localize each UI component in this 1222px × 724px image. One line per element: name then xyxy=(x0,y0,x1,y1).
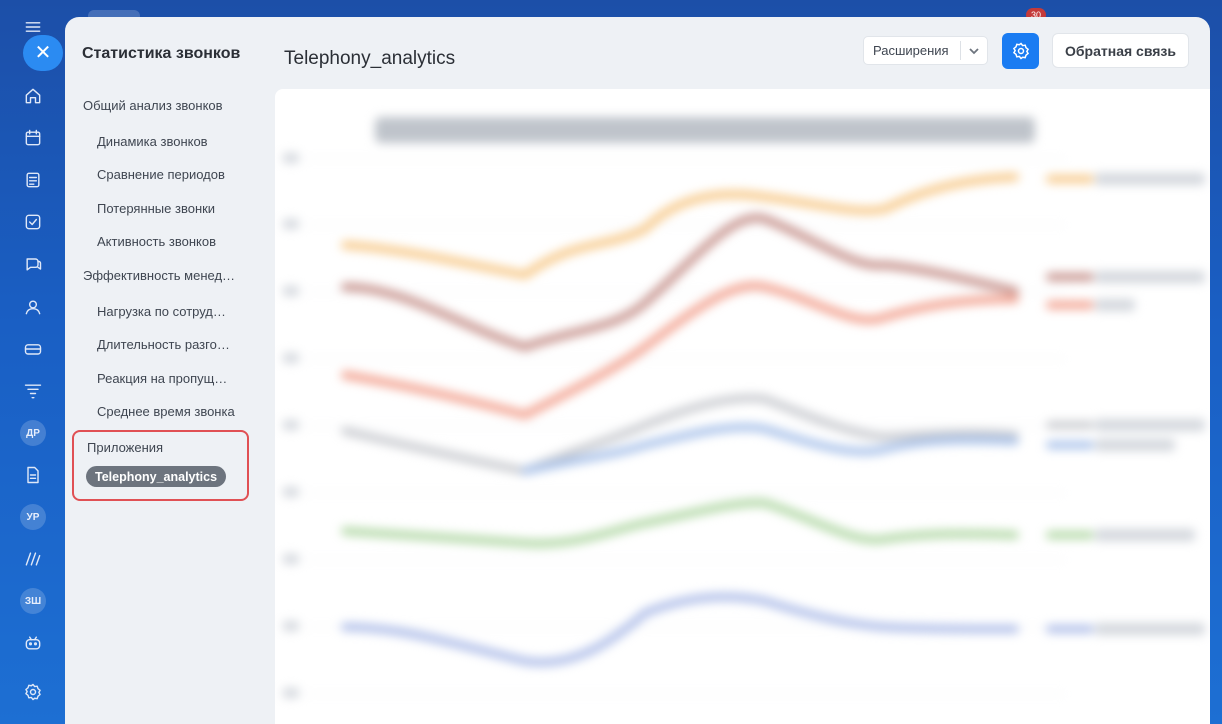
app-rail: ✕ ДР УР ЗШ xyxy=(0,0,66,724)
tasks-icon[interactable] xyxy=(20,209,46,235)
avatar-badge-ur[interactable]: УР xyxy=(20,504,46,530)
nav-item-call-duration[interactable]: Длительность разговоров xyxy=(97,337,233,352)
nav-item-call-activity[interactable]: Активность звонков xyxy=(97,234,216,249)
dropdown-divider xyxy=(960,41,961,60)
blurred-chart-area xyxy=(275,89,1210,724)
calendar-icon[interactable] xyxy=(20,125,46,151)
sidebar-title: Статистика звонков xyxy=(82,45,241,62)
nav-item-average-call-time[interactable]: Среднее время звонка xyxy=(97,404,235,419)
content-area: Telephony_analytics Расширения Обратная … xyxy=(275,17,1210,724)
feedback-button[interactable]: Обратная связь xyxy=(1052,33,1189,68)
settings-icon[interactable] xyxy=(20,679,46,705)
apps-group-label: Приложения xyxy=(87,440,164,455)
extensions-label: Расширения xyxy=(873,43,949,58)
apps-highlight-box: Приложения Telephony_analytics xyxy=(72,430,249,501)
gear-icon xyxy=(1012,42,1029,60)
nav-item-period-comparison[interactable]: Сравнение периодов xyxy=(97,167,225,182)
menu-icon[interactable] xyxy=(20,14,46,40)
chevron-down-icon[interactable] xyxy=(961,45,987,57)
close-panel-button[interactable]: ✕ xyxy=(23,35,63,71)
chat-icon[interactable] xyxy=(20,251,46,277)
nav-item-employee-load[interactable]: Нагрузка по сотрудникам xyxy=(97,304,233,319)
nav-item-missed-response[interactable]: Реакция на пропущенные xyxy=(97,371,233,386)
page-title: Telephony_analytics xyxy=(284,48,456,69)
document-icon[interactable] xyxy=(20,462,46,488)
nav-item-call-dynamics[interactable]: Динамика звонков xyxy=(97,134,208,149)
news-icon[interactable] xyxy=(20,167,46,193)
blurred-chart-image xyxy=(283,117,1205,698)
nav-group-manager-efficiency[interactable]: Эффективность менеджеров xyxy=(83,268,243,283)
avatar-badge-dr[interactable]: ДР xyxy=(20,420,46,446)
nav-item-lost-calls[interactable]: Потерянные звонки xyxy=(97,201,216,216)
statistics-panel: Статистика звонков Общий анализ звонков … xyxy=(65,17,1210,724)
sidebar: Статистика звонков Общий анализ звонков … xyxy=(65,17,275,724)
extensions-dropdown[interactable]: Расширения xyxy=(863,36,988,65)
app-telephony-analytics[interactable]: Telephony_analytics xyxy=(86,466,227,487)
settings-button[interactable] xyxy=(1002,33,1039,69)
filter-icon[interactable] xyxy=(20,378,46,404)
avatar-badge-zsh[interactable]: ЗШ xyxy=(20,588,46,614)
nav-group-call-analysis[interactable]: Общий анализ звонков xyxy=(83,98,223,113)
robot-icon[interactable] xyxy=(20,630,46,656)
crm-icon[interactable] xyxy=(20,336,46,362)
contacts-icon[interactable] xyxy=(20,294,46,320)
home-icon[interactable] xyxy=(20,83,46,109)
sites-icon[interactable] xyxy=(20,546,46,572)
